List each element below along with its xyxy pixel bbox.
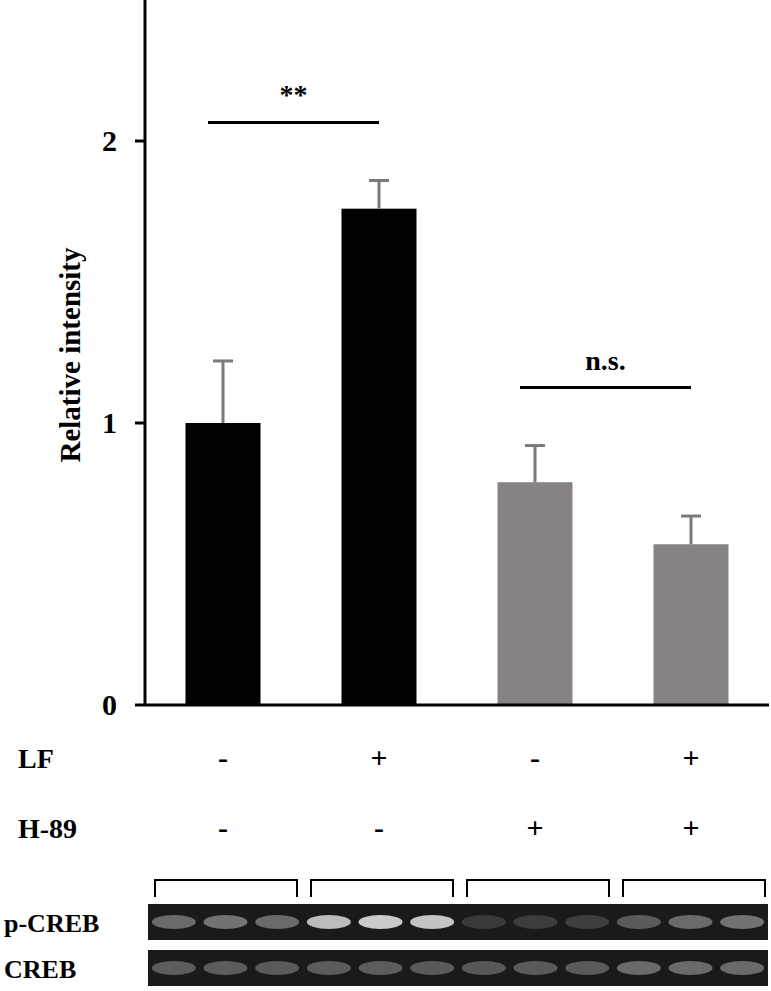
bar (186, 423, 261, 705)
error-stem (378, 180, 381, 208)
error-stem (690, 516, 693, 544)
error-cap (525, 444, 545, 447)
treatment-sign: + (526, 811, 543, 844)
error-stem (222, 361, 225, 423)
blot-band (152, 961, 196, 975)
blot-band (152, 915, 196, 929)
blot-band (204, 961, 248, 975)
blot-band (720, 961, 764, 975)
blot-band (410, 915, 454, 929)
blot-band (462, 915, 506, 929)
blot-band (359, 961, 403, 975)
treatment-sign: - (374, 811, 384, 844)
lane-bracket (623, 880, 765, 897)
y-tick-label: 1 (102, 406, 117, 439)
y-axis-label: Relative intensity (54, 247, 86, 463)
y-axis (144, 0, 147, 705)
blot-band (514, 961, 558, 975)
treatment-sign: - (530, 741, 540, 774)
bar (498, 482, 573, 705)
bar (342, 209, 417, 705)
blot-band (204, 915, 248, 929)
treatment-sign: - (218, 741, 228, 774)
blot-band (565, 915, 609, 929)
y-tick-label: 2 (102, 124, 117, 157)
treatment-label: H-89 (18, 813, 77, 844)
blot-band (720, 915, 764, 929)
blot-band (565, 961, 609, 975)
treatment-sign: + (370, 741, 387, 774)
blot-band (307, 961, 351, 975)
annotation: n.s. (585, 345, 625, 376)
blot-band (359, 915, 403, 929)
blot-band (514, 915, 558, 929)
blot-strip (148, 950, 768, 986)
annotation: ** (280, 79, 308, 110)
treatment-sign: - (218, 811, 228, 844)
blot-strip (148, 904, 768, 940)
error-stem (534, 446, 537, 483)
x-axis (145, 704, 769, 707)
blot-band (410, 961, 454, 975)
annotation-line (208, 121, 379, 124)
bar (654, 544, 729, 705)
lane-bracket (467, 880, 609, 897)
blot-label: CREB (4, 955, 76, 984)
blot-band (669, 961, 713, 975)
lane-bracket (311, 880, 453, 897)
blot-band (617, 961, 661, 975)
blot-band (462, 961, 506, 975)
treatment-sign: + (682, 741, 699, 774)
y-tick (135, 422, 145, 425)
error-bar (213, 361, 233, 423)
error-bar (681, 516, 701, 544)
blot-band (255, 961, 299, 975)
error-bar (525, 446, 545, 483)
blot-band (255, 915, 299, 929)
y-tick-label: 0 (102, 688, 117, 721)
error-cap (213, 359, 233, 362)
blot-band (617, 915, 661, 929)
error-cap (369, 179, 389, 182)
error-cap (681, 515, 701, 518)
treatment-sign: + (682, 811, 699, 844)
blot-band (669, 915, 713, 929)
lane-bracket (155, 880, 297, 897)
treatment-label: LF (18, 743, 54, 774)
y-tick (135, 704, 145, 707)
blot-label: p-CREB (4, 909, 99, 938)
blot-band (307, 915, 351, 929)
plot-area (186, 180, 729, 705)
error-bar (369, 180, 389, 208)
annotation-line (520, 386, 691, 389)
y-tick (135, 140, 145, 143)
